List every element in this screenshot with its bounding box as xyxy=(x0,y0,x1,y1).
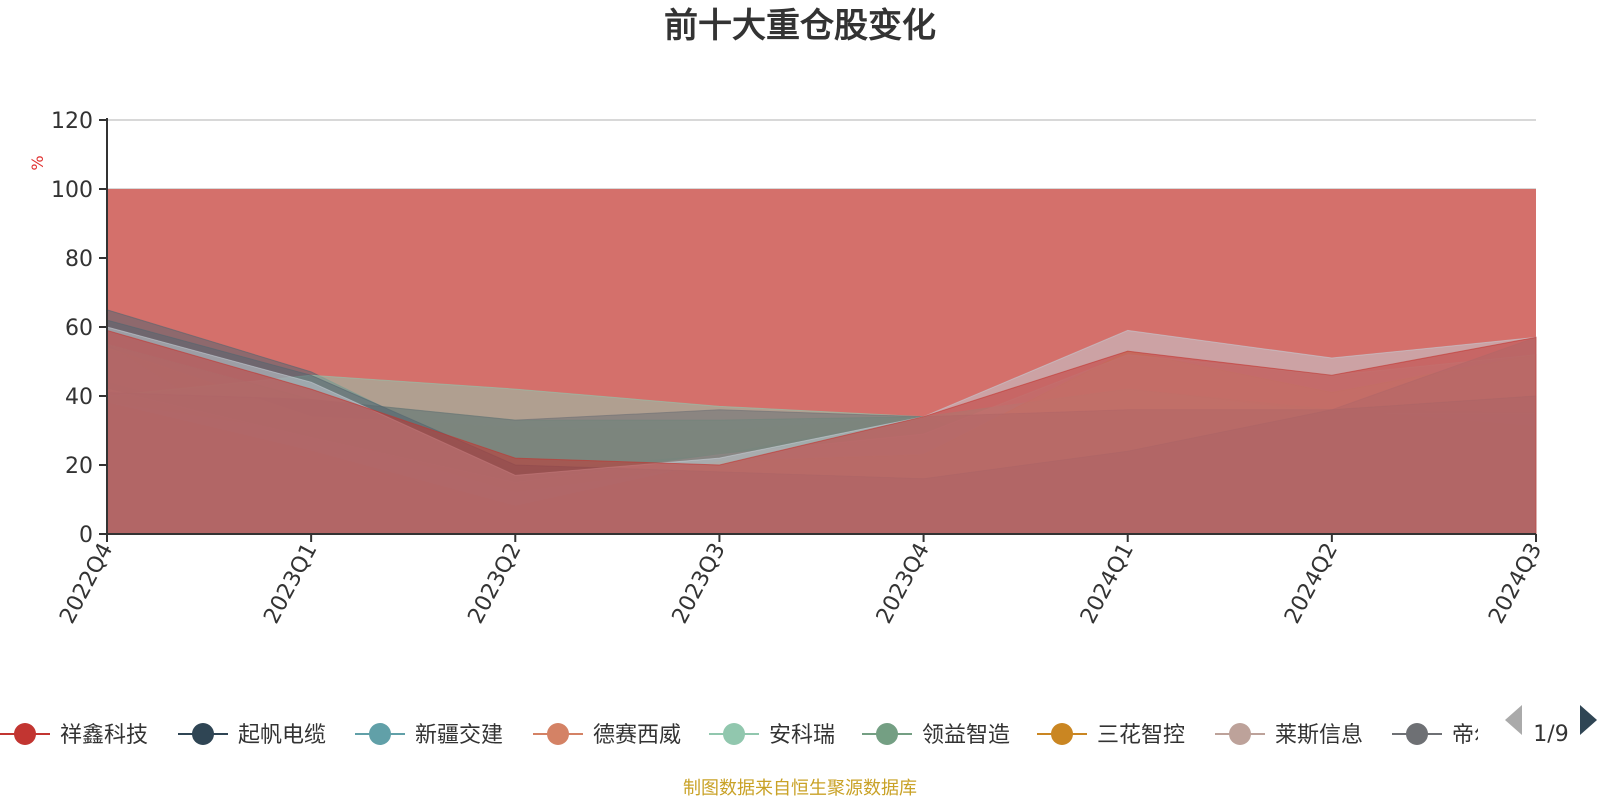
area-series[interactable] xyxy=(106,189,1537,535)
legend-item[interactable]: 莱斯信息 xyxy=(1215,723,1363,748)
x-tick-label: 2022Q4 xyxy=(55,539,118,628)
y-tick-label: 20 xyxy=(65,454,93,479)
y-tick-label: 40 xyxy=(65,385,93,410)
x-tick-label: 2024Q3 xyxy=(1484,539,1547,628)
y-tick-label: 100 xyxy=(51,178,93,203)
next-page-icon[interactable] xyxy=(1580,705,1597,735)
legend-item[interactable]: 祥鑫科技 xyxy=(0,723,148,748)
legend-marker-icon xyxy=(192,723,214,745)
legend-marker-icon xyxy=(369,723,391,745)
legend-label: 莱斯信息 xyxy=(1275,723,1363,748)
x-tick-label: 2023Q3 xyxy=(668,539,731,628)
legend-label: 领益智造 xyxy=(922,723,1010,748)
legend-item[interactable]: 领益智造 xyxy=(862,723,1010,748)
legend-marker-icon xyxy=(1229,723,1251,745)
legend-marker-icon xyxy=(1051,723,1073,745)
y-tick-label: 60 xyxy=(65,316,93,341)
y-tick-label: 120 xyxy=(51,109,93,134)
legend-marker-icon xyxy=(14,723,36,745)
legend-item[interactable]: 三花智控 xyxy=(1037,723,1185,748)
legend-label: 新疆交建 xyxy=(415,723,503,748)
data-source-note: 制图数据来自恒生聚源数据库 xyxy=(683,778,917,799)
legend-item[interactable]: 德赛西威 xyxy=(533,723,681,748)
legend-marker-icon xyxy=(723,723,745,745)
legend-label: 祥鑫科技 xyxy=(60,723,148,748)
x-tick-label: 2023Q2 xyxy=(464,539,527,628)
y-tick-label: 80 xyxy=(65,247,93,272)
legend-pager[interactable]: 1/9 xyxy=(1505,705,1597,747)
legend-item[interactable]: 安科瑞 xyxy=(709,723,835,748)
legend-label: 德赛西威 xyxy=(593,723,681,748)
legend-label: 起帆电缆 xyxy=(238,723,326,748)
y-axis-unit: % xyxy=(28,155,47,170)
legend-label: 三花智控 xyxy=(1097,723,1185,748)
y-tick-label: 0 xyxy=(79,523,93,548)
prev-page-icon[interactable] xyxy=(1505,705,1522,735)
legend[interactable]: 祥鑫科技 起帆电缆 新疆交建 德赛西威 安科瑞 领益智造 三花智控 莱斯信息 帝尔 xyxy=(0,723,1496,748)
x-tick-label: 2024Q2 xyxy=(1280,539,1343,628)
legend-item[interactable]: 帝尔 xyxy=(1392,723,1496,748)
chart-title: 前十大重仓股变化 xyxy=(664,6,936,46)
legend-label: 帝尔 xyxy=(1452,723,1496,748)
x-tick-label: 2024Q1 xyxy=(1076,539,1139,628)
legend-item[interactable]: 起帆电缆 xyxy=(178,723,326,748)
x-tick-label: 2023Q1 xyxy=(259,539,322,628)
legend-item[interactable]: 新疆交建 xyxy=(355,723,503,748)
legend-marker-icon xyxy=(547,723,569,745)
legend-page-indicator: 1/9 xyxy=(1533,722,1568,747)
series-area-19[interactable] xyxy=(106,329,1537,535)
legend-marker-icon xyxy=(876,723,898,745)
legend-label: 安科瑞 xyxy=(769,723,835,748)
legend-marker-icon xyxy=(1406,723,1428,745)
x-tick-label: 2023Q4 xyxy=(872,539,935,628)
